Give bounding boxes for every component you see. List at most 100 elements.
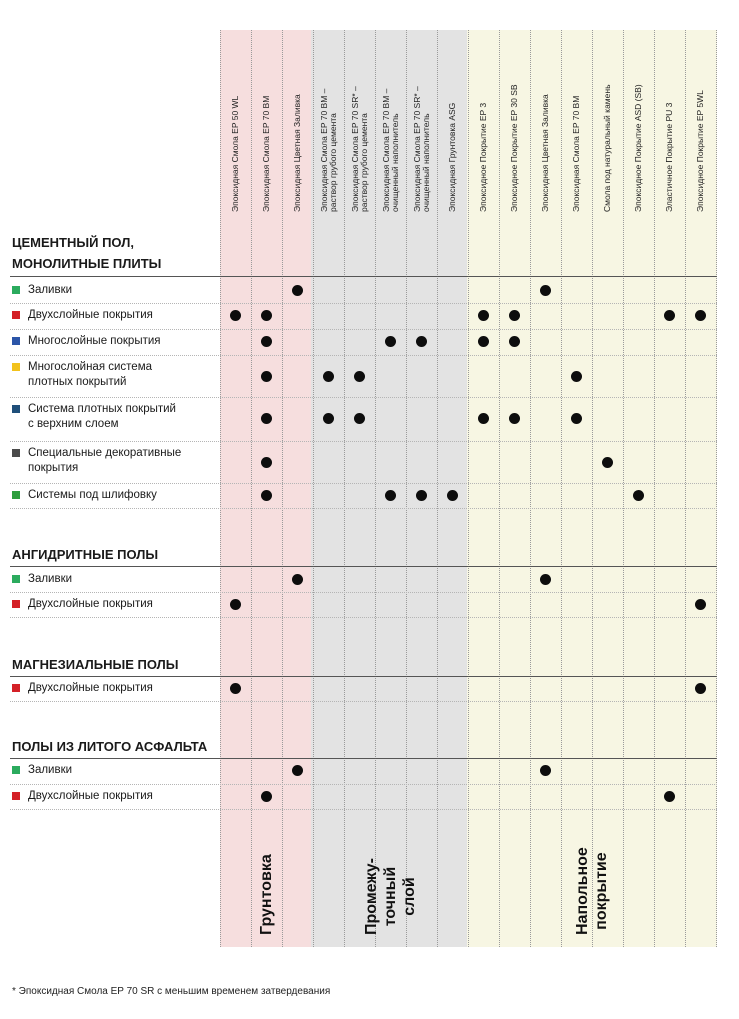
column-separator	[623, 30, 624, 947]
applicability-dot	[695, 682, 706, 694]
row-label: Многослойная система плотных покрытий	[12, 360, 152, 390]
column-separator	[654, 30, 655, 947]
column-separator	[561, 30, 562, 947]
column-header-ep70bm_f: Эпоксидная Смола EP 70 BM – очищенный на…	[380, 88, 400, 212]
group-rule	[10, 276, 717, 277]
column-header-ep70bm2: Эпоксидная Смола EP 70 BM	[571, 95, 581, 212]
row-color-marker	[12, 600, 20, 608]
applicability-dot	[230, 682, 241, 694]
row-label: Двухслойные покрытия	[12, 597, 153, 612]
column-header-ep70sr_r: Эпоксидная Смола EP 70 SR* – раствор гру…	[349, 86, 369, 212]
group-rule	[10, 566, 717, 567]
row-label: Двухслойные покрытия	[12, 789, 153, 804]
group-title: ЦЕМЕНТНЫЙ ПОЛ, МОНОЛИТНЫЕ ПЛИТЫ	[12, 235, 162, 271]
applicability-dot	[323, 412, 334, 424]
applicability-dot	[230, 309, 241, 321]
column-header-cz2: Эпоксидная Цветная Заливка	[540, 94, 550, 212]
applicability-dot	[261, 489, 272, 501]
column-separator	[406, 30, 407, 947]
row-separator	[10, 784, 717, 785]
applicability-dot	[695, 598, 706, 610]
applicability-dot	[478, 335, 489, 347]
row-label: Заливки	[12, 283, 72, 298]
applicability-dot	[354, 370, 365, 382]
row-separator	[10, 441, 717, 442]
category-floor-coating: Напольное покрытие	[574, 847, 610, 935]
row-color-marker	[12, 405, 20, 413]
applicability-dot	[633, 489, 644, 501]
category-primer: Грунтовка	[258, 854, 275, 935]
row-color-marker	[12, 363, 20, 371]
applicability-dot	[540, 284, 551, 296]
row-label-text: Системы под шлифовку	[28, 489, 157, 501]
row-color-marker	[12, 575, 20, 583]
row-color-marker	[12, 491, 20, 499]
row-label-text: Многослойная система плотных покрытий	[28, 361, 153, 388]
applicability-dot	[323, 370, 334, 382]
row-label: Заливки	[12, 763, 72, 778]
column-separator	[220, 30, 221, 947]
column-separator	[716, 30, 717, 947]
applicability-dot	[292, 573, 303, 585]
column-header-ep5wl: Эпоксидное Покрытие EP 5WL	[695, 90, 705, 212]
row-label: Системы под шлифовку	[12, 488, 157, 503]
column-separator	[530, 30, 531, 947]
column-header-asg: Эпоксидная Грунтовка ASG	[447, 102, 457, 212]
row-label: Двухслойные покрытия	[12, 308, 153, 323]
column-header-ep70bm: Эпоксидная Смола EP 70 BM	[261, 95, 271, 212]
row-label-text: Двухслойные покрытия	[28, 790, 153, 802]
row-color-marker	[12, 792, 20, 800]
applicability-dot	[478, 309, 489, 321]
row-color-marker	[12, 766, 20, 774]
column-header-pu3: Эластичное Покрытие PU 3	[664, 102, 674, 212]
row-separator	[10, 397, 717, 398]
applicability-dot	[478, 412, 489, 424]
column-separator	[437, 30, 438, 947]
row-color-marker	[12, 311, 20, 319]
row-label: Специальные декоративные покрытия	[12, 446, 181, 476]
applicability-dot	[261, 370, 272, 382]
row-label-text: Двухслойные покрытия	[28, 598, 153, 610]
column-separator	[499, 30, 500, 947]
applicability-dot	[602, 456, 613, 468]
group-rule	[10, 758, 717, 759]
applicability-dot	[230, 598, 241, 610]
row-color-marker	[12, 684, 20, 692]
applicability-dot	[509, 412, 520, 424]
applicability-dot	[509, 335, 520, 347]
row-separator	[10, 809, 717, 810]
applicability-dot	[571, 412, 582, 424]
column-separator	[468, 30, 469, 947]
row-separator	[10, 329, 717, 330]
applicability-dot	[509, 309, 520, 321]
row-separator	[10, 617, 717, 618]
column-separator	[592, 30, 593, 947]
row-separator	[10, 355, 717, 356]
applicability-dot	[261, 309, 272, 321]
applicability-dot	[261, 456, 272, 468]
applicability-dot	[292, 284, 303, 296]
row-label-text: Заливки	[28, 573, 73, 585]
column-header-ep70bm_r: Эпоксидная Смола EP 70 BM – раствор груб…	[318, 88, 338, 212]
group-title: МАГНЕЗИАЛЬНЫЕ ПОЛЫ	[12, 657, 179, 672]
column-separator	[344, 30, 345, 947]
column-header-asd: Эпоксидное Покрытие ASD (SB)	[633, 84, 643, 212]
row-label-text: Заливки	[28, 284, 73, 296]
applicability-dot	[416, 489, 427, 501]
category-intermediate-layer: Промежу- точный слой	[363, 858, 418, 935]
row-separator	[10, 303, 717, 304]
column-header-ep50wl: Эпоксидная Смола EP 50 WL	[230, 95, 240, 212]
column-separator	[313, 30, 314, 947]
row-label: Система плотных покрытий с верхним слоем	[12, 402, 176, 432]
row-label: Многослойные покрытия	[12, 334, 161, 349]
row-label-text: Система плотных покрытий с верхним слоем	[28, 403, 176, 430]
applicability-dot	[664, 790, 675, 802]
intermediate-band	[311, 30, 467, 947]
applicability-dot	[664, 309, 675, 321]
column-header-stone: Смола под натуральный камень	[602, 84, 612, 213]
applicability-dot	[354, 412, 365, 424]
row-color-marker	[12, 337, 20, 345]
row-color-marker	[12, 286, 20, 294]
row-color-marker	[12, 449, 20, 457]
column-header-ep3: Эпоксидное Покрытие EP 3	[478, 102, 488, 212]
